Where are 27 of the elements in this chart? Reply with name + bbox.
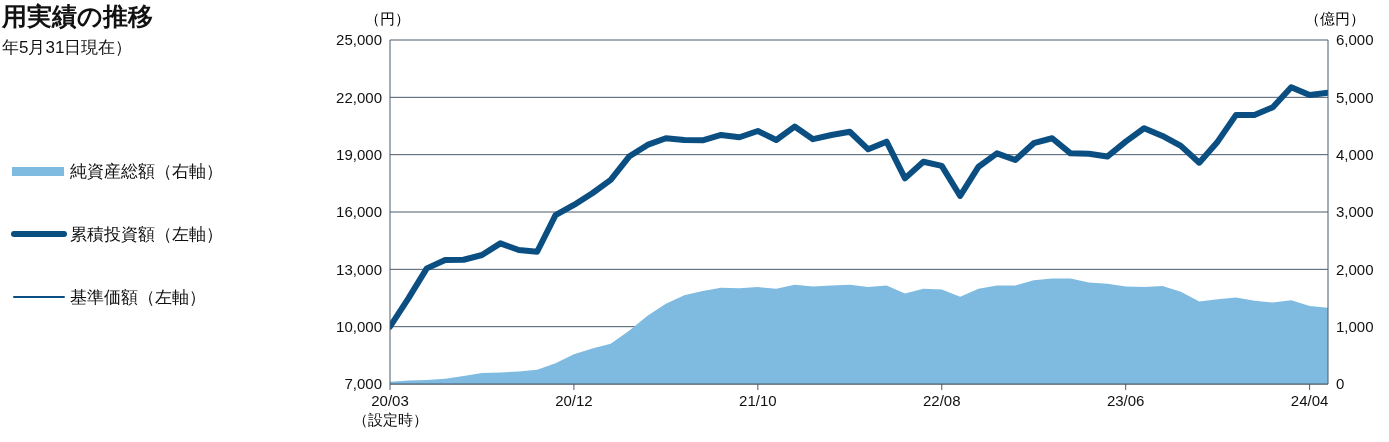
y2-tick-label: 4,000: [1336, 145, 1374, 163]
y2-tick-label: 2,000: [1336, 260, 1374, 278]
x-tick-label: 22/08: [922, 392, 961, 409]
legend-label: 純資産総額（右軸）: [70, 160, 223, 183]
text: 用実績の推移: [2, 1, 153, 32]
y-tick-label: 7,000: [344, 375, 382, 393]
y2-tick-label: 6,000: [1336, 31, 1374, 49]
text: 年5月31日現在）: [2, 37, 133, 59]
y2-tick-label: 1,000: [1336, 317, 1374, 335]
y-tick-label: 25,000: [336, 31, 382, 49]
y2-tick-label: 3,000: [1336, 203, 1374, 221]
y-axis-title: （円）: [365, 10, 410, 29]
y-tick-label: 13,000: [336, 260, 382, 278]
x-tick-label: 21/10: [739, 392, 777, 409]
legend-label: 基準価額（左軸）: [70, 286, 206, 309]
y2-tick-label: 5,000: [1336, 88, 1374, 106]
legend-label: 累積投資額（左軸）: [70, 223, 223, 246]
y-tick-label: 16,000: [336, 203, 382, 221]
x-tick-label: 20/12: [555, 392, 593, 409]
y-tick-label: 19,000: [336, 145, 382, 163]
y-tick-label: 22,000: [336, 88, 382, 106]
y2-axis-title: （億円）: [1305, 10, 1365, 29]
x-tick-label: 24/04: [1290, 392, 1329, 409]
x-tick-label: 23/06: [1106, 392, 1145, 409]
x-tick-label: 20/03 （設定時）: [352, 392, 428, 428]
y2-tick-label: 0: [1336, 375, 1345, 393]
y-tick-label: 10,000: [336, 317, 382, 335]
